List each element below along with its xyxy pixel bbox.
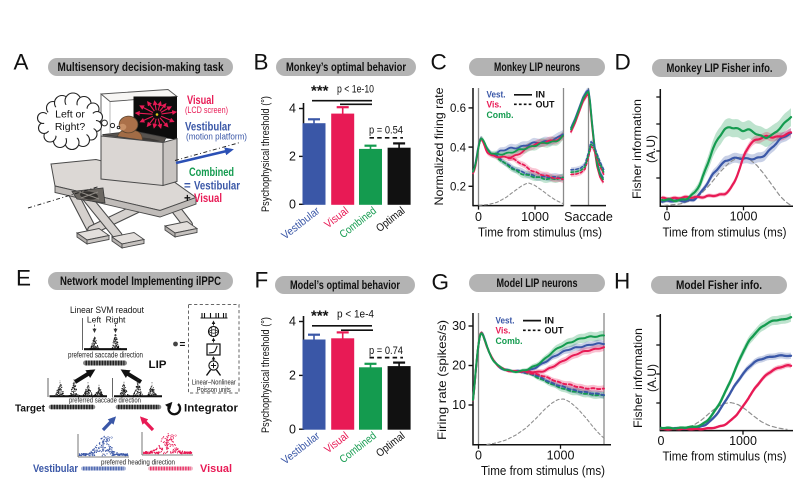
- svg-text:0.2: 0.2: [450, 182, 466, 194]
- svg-text:LIP: LIP: [149, 359, 167, 371]
- svg-text:Firing rate (spikes/s): Firing rate (spikes/s): [435, 320, 449, 440]
- svg-text:(motion platform): (motion platform): [186, 132, 247, 142]
- svg-text:20: 20: [452, 359, 466, 373]
- svg-text:Comb.: Comb.: [496, 336, 523, 347]
- svg-text:1000: 1000: [729, 434, 757, 448]
- svg-text:30: 30: [452, 319, 466, 333]
- svg-text:p < 1e-4: p < 1e-4: [337, 308, 374, 320]
- svg-text:2: 2: [289, 150, 296, 164]
- svg-text:Fisher information: Fisher information: [630, 99, 644, 199]
- svg-text:OUT: OUT: [536, 100, 555, 111]
- svg-text:E: E: [16, 266, 31, 291]
- svg-text:Monkey LIP Fisher info.: Monkey LIP Fisher info.: [667, 61, 773, 75]
- svg-text:Right: Right: [106, 315, 126, 325]
- svg-text:0.6: 0.6: [450, 103, 466, 115]
- svg-text:***: ***: [311, 308, 329, 325]
- svg-text:1000: 1000: [730, 210, 758, 224]
- svg-text:0.4: 0.4: [450, 142, 467, 154]
- svg-text:Optimal: Optimal: [374, 430, 407, 460]
- svg-text:A: A: [14, 50, 29, 75]
- svg-text:Psychophysical threshold (°): Psychophysical threshold (°): [260, 96, 272, 212]
- svg-text:Left: Left: [87, 315, 102, 325]
- svg-text:Vestibular: Vestibular: [279, 205, 322, 242]
- svg-text:2: 2: [289, 369, 296, 383]
- svg-text:Model Fisher info.: Model Fisher info.: [676, 278, 762, 292]
- svg-text:8°: 8°: [170, 433, 177, 442]
- svg-text:Vis.: Vis.: [496, 326, 511, 337]
- svg-text:Saccade: Saccade: [564, 210, 613, 224]
- svg-text:p = 0.54: p = 0.54: [369, 125, 403, 137]
- svg-text:Normalized firing rate: Normalized firing rate: [432, 87, 446, 205]
- svg-text:Integrator: Integrator: [184, 403, 239, 415]
- svg-text:4: 4: [289, 315, 296, 329]
- svg-text:(A.U): (A.U): [644, 135, 658, 163]
- svg-text:Vestibular: Vestibular: [194, 179, 240, 193]
- svg-text:Vest.: Vest.: [496, 316, 515, 327]
- svg-text:preferred heading direction: preferred heading direction: [101, 458, 175, 467]
- svg-text:=: =: [180, 340, 186, 351]
- svg-text:Comb.: Comb.: [487, 110, 514, 121]
- svg-text:0: 0: [289, 198, 296, 212]
- svg-text:Model LIP neurons: Model LIP neurons: [497, 276, 578, 290]
- svg-text:0: 0: [664, 210, 671, 224]
- svg-text:(A.U): (A.U): [645, 364, 659, 392]
- svg-text:preferred saccade direction: preferred saccade direction: [68, 351, 143, 360]
- svg-text:preferred saccade direction: preferred saccade direction: [69, 396, 141, 405]
- svg-text:Target: Target: [15, 403, 45, 415]
- svg-text:Left or: Left or: [55, 109, 85, 121]
- svg-text:=: =: [184, 181, 191, 193]
- svg-text:Optimal: Optimal: [374, 205, 407, 235]
- svg-text:***: ***: [311, 83, 329, 100]
- svg-text:H: H: [614, 269, 630, 294]
- svg-text:Linear–Nonlinear: Linear–Nonlinear: [192, 380, 237, 387]
- svg-text:IN: IN: [536, 90, 546, 101]
- svg-text:Time from stimulus (ms): Time from stimulus (ms): [481, 464, 605, 478]
- svg-text:Vest.: Vest.: [487, 90, 506, 101]
- svg-text:Vestibular: Vestibular: [185, 120, 231, 134]
- svg-text:Vis.: Vis.: [487, 100, 502, 111]
- svg-text:Visual: Visual: [194, 191, 222, 205]
- svg-text:4: 4: [289, 102, 296, 116]
- svg-text:+: +: [184, 193, 191, 205]
- svg-text:Monkey LIP neurons: Monkey LIP neurons: [494, 60, 580, 74]
- svg-text:(LCD screen): (LCD screen): [185, 105, 228, 115]
- svg-text:Vestibular: Vestibular: [279, 430, 322, 467]
- svg-text:IN: IN: [545, 316, 555, 327]
- svg-text:D: D: [615, 50, 631, 75]
- svg-text:Network model Implementing ilP: Network model Implementing ilPPC: [60, 274, 221, 288]
- svg-text:B: B: [254, 50, 269, 75]
- svg-text:Fisher information: Fisher information: [631, 328, 645, 428]
- svg-text:Visual: Visual: [187, 93, 214, 107]
- svg-text:C: C: [431, 50, 447, 75]
- svg-text:0: 0: [289, 422, 296, 436]
- svg-text:p = 0.74: p = 0.74: [369, 345, 403, 357]
- svg-text:Combined: Combined: [189, 165, 234, 179]
- svg-text:1000: 1000: [547, 449, 575, 463]
- svg-text:0: 0: [475, 210, 482, 224]
- svg-text:Time from stimulus (ms): Time from stimulus (ms): [663, 226, 787, 240]
- svg-text:OUT: OUT: [545, 326, 564, 337]
- svg-text:Psychophysical threshold (°): Psychophysical threshold (°): [260, 317, 272, 433]
- svg-text:0: 0: [658, 434, 665, 448]
- svg-text:p < 1e-10: p < 1e-10: [337, 83, 374, 95]
- svg-text:Time from stimulus (ms): Time from stimulus (ms): [478, 226, 602, 240]
- svg-text:Linear SVM readout: Linear SVM readout: [70, 305, 144, 316]
- svg-text:Model’s optimal behavior: Model’s optimal behavior: [290, 278, 400, 292]
- svg-text:Time from stimulus (ms): Time from stimulus (ms): [663, 450, 787, 464]
- svg-text:Right?: Right?: [55, 121, 86, 133]
- svg-text:8°: 8°: [106, 435, 113, 444]
- svg-text:Multisensory decision-making t: Multisensory decision-making task: [58, 60, 224, 74]
- svg-text:0: 0: [475, 449, 482, 463]
- svg-text:G: G: [432, 270, 450, 295]
- svg-text:Poisson units: Poisson units: [197, 387, 231, 394]
- svg-text:Monkey’s optimal behavior: Monkey’s optimal behavior: [286, 60, 406, 74]
- svg-text:Vestibular: Vestibular: [33, 463, 79, 475]
- svg-text:F: F: [255, 268, 269, 293]
- svg-text:Visual: Visual: [200, 463, 232, 475]
- svg-text:10: 10: [452, 398, 466, 412]
- svg-text:1000: 1000: [521, 210, 549, 224]
